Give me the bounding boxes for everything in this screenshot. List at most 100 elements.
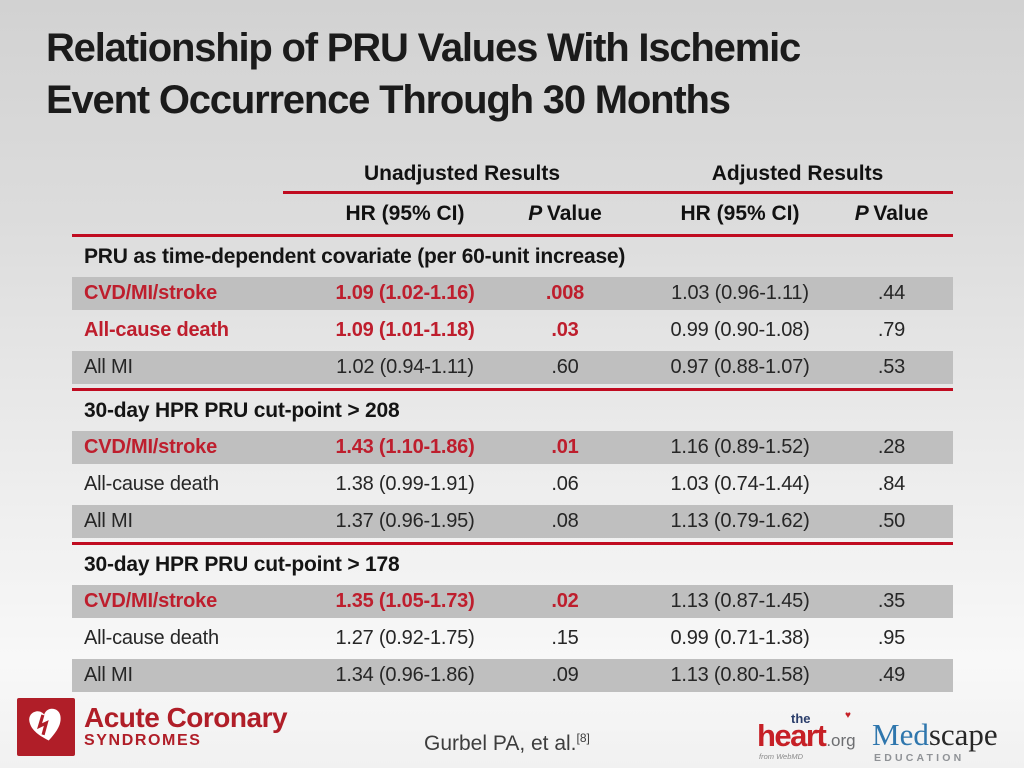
cell-a-p: .35	[877, 590, 906, 612]
column-header-unadjusted-pvalue: P Value	[480, 202, 650, 226]
cell-a-hr: 1.16 (0.89-1.52)	[670, 436, 810, 458]
cell-a-p: .28	[877, 436, 906, 458]
table-row: All-cause death 1.38 (0.99-1.91) .06 1.03 (…	[72, 468, 953, 501]
p-italic: P	[854, 202, 869, 225]
cell-label: All-cause death	[84, 473, 219, 495]
cell-u-p: .09	[551, 664, 579, 686]
page-title-line1: Relationship of PRU Values With Ischemic	[46, 26, 801, 70]
cell-label: All MI	[84, 356, 133, 378]
cell-label: CVD/MI/stroke	[84, 590, 217, 612]
cell-a-p: .95	[877, 627, 906, 649]
p-value-word: Value	[873, 202, 929, 225]
table-row: All-cause death 1.27 (0.92-1.75) .15 0.99 (…	[72, 622, 953, 655]
acs-logo-text: Acute Coronary SYNDROMES	[84, 701, 288, 750]
cell-u-p: .15	[551, 627, 579, 649]
section-heading: 30-day HPR PRU cut-point > 178	[84, 553, 400, 576]
table-row: All MI 1.37 (0.96-1.95) .08 1.13 (0.79-1.62…	[72, 505, 953, 538]
cell-a-p: .44	[877, 282, 906, 304]
acs-logo-line2: SYNDROMES	[84, 731, 202, 749]
medscape-wordmark: Medscape	[872, 719, 998, 750]
cell-u-hr: 1.27 (0.92-1.75)	[335, 627, 475, 649]
citation: Gurbel PA, et al.[8]	[424, 731, 590, 756]
cell-u-hr: 1.34 (0.96-1.86)	[335, 664, 475, 686]
page-title: Relationship of PRU Values With Ischemic…	[46, 22, 986, 126]
cell-u-hr: 1.43 (1.10-1.86)	[335, 436, 475, 458]
cell-u-p: .01	[551, 436, 579, 458]
p-italic: P	[528, 202, 543, 225]
theheart-logo-tagline: from WebMD	[759, 752, 804, 761]
adjusted-results-header: Adjusted Results	[711, 162, 884, 185]
table-row: CVD/MI/stroke 1.35 (1.05-1.73) .02 1.13 (0.…	[72, 585, 953, 618]
cell-u-p: .008	[545, 282, 585, 304]
cell-a-hr: 0.97 (0.88-1.07)	[670, 356, 810, 378]
medscape-med: Med	[872, 717, 929, 752]
table-row: CVD/MI/stroke 1.09 (1.02-1.16) .008 1.03 (0…	[72, 277, 953, 310]
cell-u-hr: 1.09 (1.02-1.16)	[335, 282, 475, 304]
cell-a-hr: 1.13 (0.80-1.58)	[670, 664, 810, 686]
cell-a-hr: 1.03 (0.74-1.44)	[670, 473, 810, 495]
cell-label: All-cause death	[84, 627, 219, 649]
page-title-line2: Event Occurrence Through 30 Months	[46, 78, 731, 122]
cell-u-hr: 1.38 (0.99-1.91)	[335, 473, 475, 495]
cell-a-p: .84	[877, 473, 906, 495]
table-row: CVD/MI/stroke 1.43 (1.10-1.86) .01 1.16 (0.…	[72, 431, 953, 464]
citation-reference-number: [8]	[576, 731, 590, 745]
cell-label: CVD/MI/stroke	[84, 436, 217, 458]
cell-a-hr: 0.99 (0.90-1.08)	[670, 319, 810, 341]
theheart-org-logo: the ♥ heart .org from WebMD	[757, 710, 907, 761]
p-value-word: Value	[546, 202, 602, 225]
cell-a-hr: 1.03 (0.96-1.11)	[671, 282, 809, 304]
cell-label: CVD/MI/stroke	[84, 282, 217, 304]
small-heart-icon: ♥	[845, 710, 851, 721]
acute-coronary-syndromes-logo: Acute Coronary SYNDROMES	[17, 698, 288, 756]
table-row: All MI 1.02 (0.94-1.11) .60 0.97 (0.88-1.07…	[72, 351, 953, 384]
cell-a-hr: 0.99 (0.71-1.38)	[670, 627, 810, 649]
cell-u-p: .60	[551, 356, 579, 378]
group-header-row: Unadjusted Results Adjusted Results	[72, 160, 953, 188]
cell-a-p: .49	[877, 664, 906, 686]
cell-u-hr: 1.35 (1.05-1.73)	[335, 590, 475, 612]
section-heading: 30-day HPR PRU cut-point > 208	[84, 399, 400, 422]
cell-a-hr: 1.13 (0.87-1.45)	[670, 590, 810, 612]
cell-u-p: .02	[551, 590, 579, 612]
column-header-adjusted-pvalue: P Value	[830, 202, 953, 226]
cell-label: All MI	[84, 510, 133, 532]
medscape-education-logo: Medscape EDUCATION	[872, 719, 998, 764]
cell-u-hr: 1.37 (0.96-1.95)	[335, 510, 475, 532]
table-row: All-cause death 1.09 (1.01-1.18) .03 0.99 (…	[72, 314, 953, 347]
cell-u-p: .06	[551, 473, 579, 495]
cell-a-p: .79	[877, 319, 906, 341]
cell-a-p: .53	[877, 356, 906, 378]
medscape-education-label: EDUCATION	[874, 752, 965, 764]
column-header-adjusted-hr: HR (95% CI)	[680, 202, 800, 225]
results-table: Unadjusted Results Adjusted Results HR (…	[72, 160, 953, 696]
cell-u-p: .03	[551, 319, 579, 341]
column-header-row: HR (95% CI) P Value HR (95% CI) P Value	[72, 194, 953, 234]
cell-label: All MI	[84, 664, 133, 686]
cell-a-hr: 1.13 (0.79-1.62)	[670, 510, 810, 532]
citation-text: Gurbel PA, et al.	[424, 732, 577, 755]
acs-logo-line1: Acute Coronary	[84, 701, 288, 733]
unadjusted-results-header: Unadjusted Results	[363, 162, 561, 185]
section-heading: PRU as time-dependent covariate (per 60-…	[84, 245, 626, 268]
cell-u-hr: 1.02 (0.94-1.11)	[336, 356, 474, 378]
theheart-logo-the: the	[791, 711, 811, 726]
cell-u-p: .08	[551, 510, 579, 532]
cell-u-hr: 1.09 (1.01-1.18)	[335, 319, 475, 341]
section-divider	[72, 542, 953, 545]
theheart-logo-heart: heart	[757, 718, 827, 753]
column-header-unadjusted-hr: HR (95% CI)	[345, 202, 465, 225]
medscape-scape: scape	[928, 717, 998, 752]
section-divider	[72, 388, 953, 391]
header-divider	[72, 234, 953, 237]
cell-label: All-cause death	[84, 319, 229, 341]
table-row: All MI 1.34 (0.96-1.86) .09 1.13 (0.80-1.58…	[72, 659, 953, 692]
acs-logo-box	[17, 698, 75, 756]
theheart-logo-main: heart .org	[757, 720, 856, 751]
table-body: PRU as time-dependent covariate (per 60-…	[72, 237, 953, 692]
theheart-logo-org: .org	[826, 731, 856, 750]
heart-icon	[25, 704, 67, 751]
cell-a-p: .50	[877, 510, 906, 532]
group-header-underline	[283, 191, 953, 194]
